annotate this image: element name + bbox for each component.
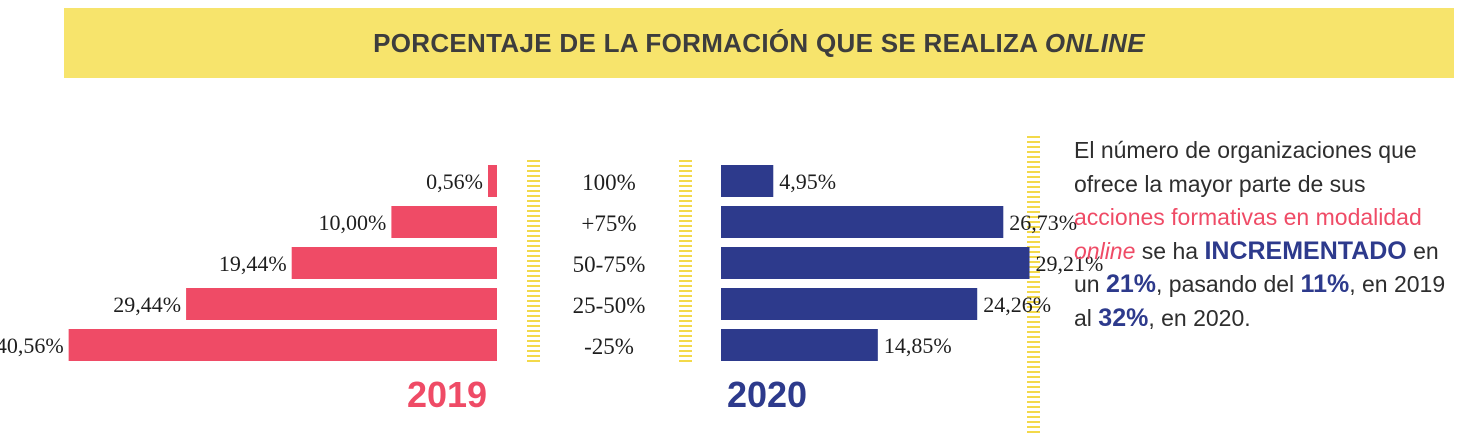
- chart-title: PORCENTAJE DE LA FORMACIÓN QUE SE REALIZ…: [373, 28, 1145, 59]
- bar-2019-4: [68, 329, 498, 361]
- value-label-2019-0: 0,56%: [426, 169, 483, 194]
- value-label-2019-2: 19,44%: [219, 251, 287, 276]
- chart-title-main: PORCENTAJE DE LA FORMACIÓN QUE SE REALIZ…: [373, 27, 1038, 58]
- bar-2019-3: [186, 288, 497, 320]
- value-label-2019-1: 10,00%: [319, 210, 387, 235]
- bar-2019-1: [391, 206, 497, 238]
- divider-right: [679, 160, 692, 362]
- highlight-incremented: INCREMENTADO: [1204, 236, 1407, 265]
- title-banner: PORCENTAJE DE LA FORMACIÓN QUE SE REALIZ…: [64, 8, 1454, 78]
- summary-text: El número de organizaciones que ofrece l…: [1074, 137, 1446, 332]
- highlight-phrase: acciones formativas en modalidad online: [1074, 204, 1422, 264]
- chart-title-emphasis: ONLINE: [1044, 27, 1145, 58]
- value-label-2020-1: 26,73%: [1009, 210, 1077, 235]
- bar-2020-0: [721, 165, 774, 197]
- value-label-2020-0: 4,95%: [779, 169, 836, 194]
- value-label-2020-4: 14,85%: [884, 333, 952, 358]
- value-label-2019-3: 29,44%: [113, 292, 181, 317]
- bar-2020-2: [721, 247, 1030, 279]
- bar-2020-1: [721, 206, 1004, 238]
- series-label-2019: 2019: [407, 374, 487, 415]
- category-label-1: +75%: [581, 211, 636, 236]
- series-label-2020: 2020: [727, 374, 807, 415]
- category-label-3: 25-50%: [573, 293, 646, 318]
- divider-text: [1027, 136, 1040, 433]
- bar-2020-4: [721, 329, 878, 361]
- highlight-11: 11%: [1300, 270, 1350, 298]
- bar-2020-3: [721, 288, 978, 320]
- category-label-4: -25%: [584, 334, 634, 359]
- value-label-2020-3: 24,26%: [983, 292, 1051, 317]
- category-label-0: 100%: [582, 170, 636, 195]
- value-label-2019-4: 40,56%: [0, 333, 64, 358]
- bar-2019-2: [291, 247, 497, 279]
- value-label-2020-2: 29,21%: [1035, 251, 1103, 276]
- bar-2019-0: [488, 165, 497, 197]
- highlight-32: 32%: [1098, 303, 1149, 332]
- category-label-2: 50-75%: [573, 252, 646, 277]
- divider-left: [527, 160, 540, 362]
- highlight-21: 21%: [1105, 270, 1157, 298]
